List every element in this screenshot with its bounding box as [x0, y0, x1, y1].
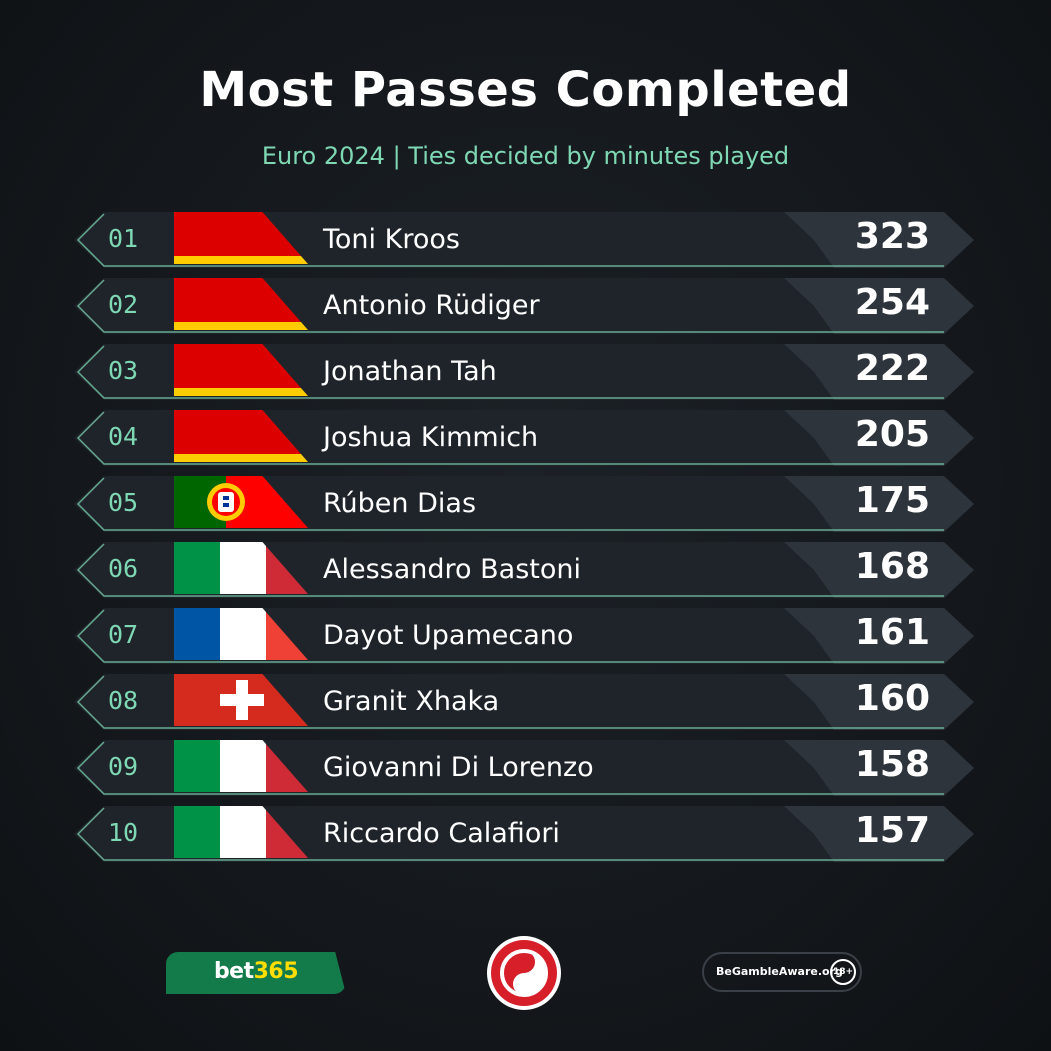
passes-value: 222 — [854, 348, 930, 389]
rank-number: 07 — [108, 620, 139, 649]
player-name: Giovanni Di Lorenzo — [323, 752, 594, 783]
bet365-number: 365 — [253, 959, 299, 984]
passes-value: 168 — [854, 546, 930, 587]
player-name: Granit Xhaka — [323, 686, 500, 717]
player-name: Toni Kroos — [323, 224, 460, 255]
player-name: Riccardo Calafiori — [323, 818, 560, 849]
player-name: Dayot Upamecano — [323, 620, 574, 651]
bet365-logo: bet365 — [166, 952, 346, 994]
rank-number: 03 — [108, 356, 139, 385]
ranking-row: 01 Toni Kroos 323 — [74, 212, 974, 268]
rank-number: 10 — [108, 818, 139, 847]
ranking-row: 10 Riccardo Calafiori 157 — [74, 806, 974, 862]
page-title: Most Passes Completed — [199, 62, 852, 118]
player-name: Jonathan Tah — [323, 356, 497, 387]
rank-number: 05 — [108, 488, 139, 517]
passes-value: 158 — [854, 744, 930, 785]
player-name: Rúben Dias — [323, 488, 477, 519]
rank-number: 08 — [108, 686, 139, 715]
player-name: Joshua Kimmich — [323, 422, 539, 453]
rank-number: 06 — [108, 554, 139, 583]
passes-value: 157 — [854, 810, 930, 851]
ranking-row: 03 Jonathan Tah 222 — [74, 344, 974, 400]
page-subtitle: Euro 2024 | Ties decided by minutes play… — [261, 142, 790, 170]
ranking-row: 09 Giovanni Di Lorenzo 158 — [74, 740, 974, 796]
begambleaware-text: BeGambleAware.org — [716, 965, 843, 978]
player-name: Alessandro Bastoni — [323, 554, 581, 585]
passes-value: 205 — [854, 414, 930, 455]
ranking-row: 05 Rúben Dias 175 — [74, 476, 974, 532]
ranking-row: 02 Antonio Rüdiger 254 — [74, 278, 974, 334]
rank-number: 04 — [108, 422, 139, 451]
age-restriction-badge: 18+ — [830, 959, 856, 985]
italy-flag-icon — [174, 806, 308, 858]
passes-value: 323 — [854, 216, 930, 257]
ranking-row: 04 Joshua Kimmich 205 — [74, 410, 974, 466]
passes-value: 160 — [854, 678, 930, 719]
rank-number: 02 — [108, 290, 139, 319]
begambleaware-badge: BeGambleAware.org 18+ — [702, 952, 862, 992]
passes-value: 175 — [854, 480, 930, 521]
rank-number: 09 — [108, 752, 139, 781]
ranking-row: 06 Alessandro Bastoni 168 — [74, 542, 974, 598]
player-name: Antonio Rüdiger — [323, 290, 540, 321]
bet365-text: bet — [213, 959, 254, 984]
brand-logo-icon — [487, 936, 561, 1010]
ranking-row: 07 Dayot Upamecano 161 — [74, 608, 974, 664]
passes-value: 161 — [854, 612, 930, 653]
ranking-row: 08 Granit Xhaka 160 — [74, 674, 974, 730]
rank-number: 01 — [108, 224, 139, 253]
passes-value: 254 — [854, 282, 930, 323]
